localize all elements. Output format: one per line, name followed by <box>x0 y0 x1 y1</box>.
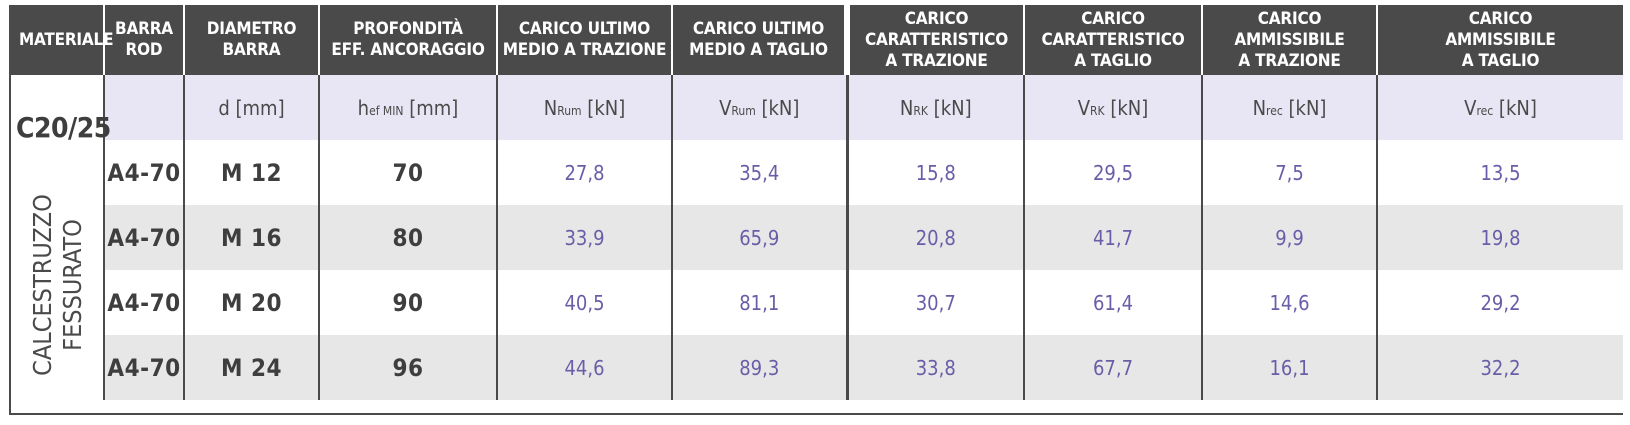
rod-cell: A4-70 <box>104 335 185 400</box>
table-row: A4-70 M 20 90 40,5 81,1 30,7 61,4 14,6 2… <box>11 270 1623 335</box>
table-row: A4-70 M 16 80 33,9 65,9 20,8 41,7 9,9 19… <box>11 205 1623 270</box>
rod-cell: A4-70 <box>104 140 185 205</box>
units-row: C20/25 CALCESTRUZZO FESSURATO d [mm] hef… <box>11 75 1623 400</box>
vrk-cell: 41,7 <box>1024 205 1203 270</box>
header-carico-caratteristico-taglio: CARICO CARATTERISTICO A TAGLIO <box>1024 5 1203 75</box>
vrk-cell: 67,7 <box>1024 335 1203 400</box>
unit-rod <box>104 75 185 140</box>
diameter-cell: M 24 <box>184 335 320 400</box>
vrum-cell: 89,3 <box>672 335 849 400</box>
table-row: A4-70 M 12 70 27,8 35,4 15,8 29,5 7,5 13… <box>11 140 1623 205</box>
unit-nrk: NRK [kN] <box>847 75 1025 140</box>
header-carico-ammissibile-taglio: CARICO AMMISSIBILE A TAGLIO <box>1377 5 1623 75</box>
vrec-cell: 19,8 <box>1377 205 1623 270</box>
depth-cell: 70 <box>319 140 498 205</box>
nrec-cell: 14,6 <box>1202 270 1378 335</box>
vrum-cell: 65,9 <box>672 205 849 270</box>
nrum-cell: 40,5 <box>497 270 673 335</box>
vrk-cell: 29,5 <box>1024 140 1203 205</box>
vrec-cell: 32,2 <box>1377 335 1623 400</box>
vrk-cell: 61,4 <box>1024 270 1203 335</box>
material-type-line-2: FESSURATO <box>58 219 87 351</box>
rod-cell: A4-70 <box>104 205 185 270</box>
unit-vrec: Vrec [kN] <box>1377 75 1623 140</box>
load-table: MATERIALE BARRA ROD DIAMETRO BARRA PROFOND… <box>11 5 1623 400</box>
unit-vrum: VRum [kN] <box>672 75 849 140</box>
material-cell: C20/25 CALCESTRUZZO FESSURATO <box>11 75 111 400</box>
depth-cell: 80 <box>319 205 498 270</box>
header-carico-caratteristico-trazione: CARICO CARATTERISTICO A TRAZIONE <box>847 5 1025 75</box>
nrum-cell: 44,6 <box>497 335 673 400</box>
material-type-line-1: CALCESTRUZZO <box>28 194 57 376</box>
unit-depth: hef MIN [mm] <box>319 75 498 140</box>
header-carico-ultimo-trazione: CARICO ULTIMO MEDIO A TRAZIONE <box>497 5 673 75</box>
diameter-cell: M 16 <box>184 205 320 270</box>
depth-cell: 96 <box>319 335 498 400</box>
vrum-cell: 35,4 <box>672 140 849 205</box>
depth-cell: 90 <box>319 270 498 335</box>
header-carico-ammissibile-trazione: CARICO AMMISSIBILE A TRAZIONE <box>1202 5 1378 75</box>
header-diametro-barra: DIAMETRO BARRA <box>184 5 320 75</box>
nrk-cell: 33,8 <box>847 335 1025 400</box>
nrk-cell: 20,8 <box>847 205 1025 270</box>
vrum-cell: 81,1 <box>672 270 849 335</box>
nrum-cell: 27,8 <box>497 140 673 205</box>
table-row: A4-70 M 24 96 44,6 89,3 33,8 67,7 16,1 3… <box>11 335 1623 400</box>
unit-nrum: NRum [kN] <box>497 75 673 140</box>
unit-nrec: Nrec [kN] <box>1202 75 1378 140</box>
header-carico-ultimo-taglio: CARICO ULTIMO MEDIO A TAGLIO <box>672 5 850 75</box>
vrec-cell: 13,5 <box>1377 140 1623 205</box>
unit-vrk: VRK [kN] <box>1024 75 1203 140</box>
nrk-cell: 15,8 <box>847 140 1025 205</box>
nrec-cell: 9,9 <box>1202 205 1378 270</box>
header-profondita: PROFONDITÀ EFF. ANCORAGGIO <box>319 5 498 75</box>
vrec-cell: 29,2 <box>1377 270 1623 335</box>
header-row: MATERIALE BARRA ROD DIAMETRO BARRA PROFOND… <box>11 5 1623 75</box>
rod-cell: A4-70 <box>104 270 185 335</box>
material-type: CALCESTRUZZO FESSURATO <box>28 194 88 376</box>
nrk-cell: 30,7 <box>847 270 1025 335</box>
header-barra-rod: BARRA ROD <box>104 5 185 75</box>
load-table-container: MATERIALE BARRA ROD DIAMETRO BARRA PROFOND… <box>9 5 1623 415</box>
diameter-cell: M 20 <box>184 270 320 335</box>
header-materiale: MATERIALE <box>11 5 114 75</box>
unit-diameter: d [mm] <box>184 75 320 140</box>
diameter-cell: M 12 <box>184 140 320 205</box>
nrec-cell: 16,1 <box>1202 335 1378 400</box>
nrum-cell: 33,9 <box>497 205 673 270</box>
nrec-cell: 7,5 <box>1202 140 1378 205</box>
material-grade: C20/25 <box>16 111 111 144</box>
